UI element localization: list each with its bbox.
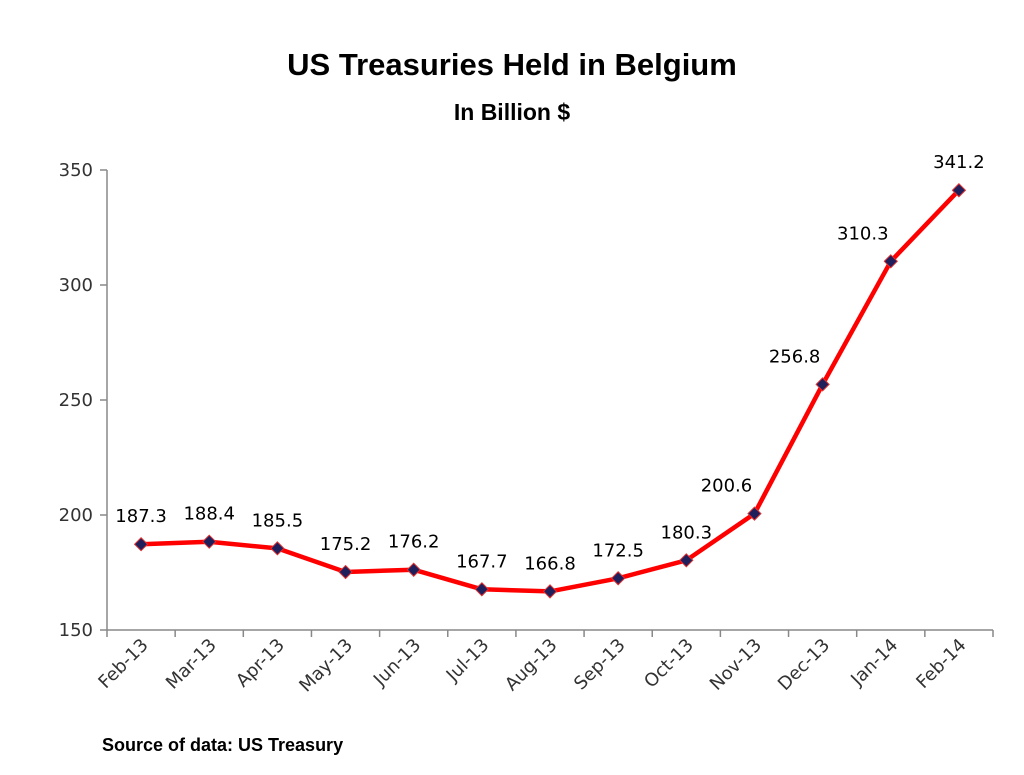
chart-subtitle: In Billion $	[453, 99, 571, 125]
y-tick-label: 350	[59, 160, 93, 181]
data-label: 200.6	[701, 476, 753, 497]
x-tick-label: Apr-13	[232, 635, 289, 692]
x-tick-label: Mar-13	[162, 635, 221, 694]
x-tick-label: Jan-14	[846, 635, 902, 691]
y-axis: 150 200 250 300 350	[59, 160, 108, 641]
data-label: 310.3	[837, 223, 889, 244]
data-label: 188.4	[183, 504, 235, 525]
x-tick-label: May-13	[295, 635, 357, 697]
data-marker	[747, 506, 762, 521]
x-tick-label: Jul-13	[442, 635, 494, 687]
data-labels: 187.3 188.4 185.5 175.2 176.2 167.7 166.8 172.5…	[115, 152, 984, 574]
y-ticks: 150 200 250 300 350	[59, 160, 107, 641]
data-label: 176.2	[388, 532, 440, 553]
data-label: 167.7	[456, 551, 508, 572]
y-tick-label: 250	[59, 390, 93, 411]
x-tick-label: Oct-13	[640, 635, 698, 693]
data-label: 175.2	[320, 534, 372, 555]
data-marker	[406, 562, 421, 577]
x-tick-label: Nov-13	[706, 635, 766, 695]
x-tick-label: Feb-13	[94, 635, 152, 693]
data-label: 166.8	[524, 553, 576, 574]
source-note: Source of data: US Treasury	[102, 735, 344, 755]
data-label: 341.2	[933, 152, 985, 173]
data-marker	[338, 564, 353, 580]
data-label: 180.3	[661, 522, 713, 543]
x-tick-label: Aug-13	[501, 635, 561, 695]
data-marker	[542, 584, 558, 599]
data-marker	[679, 553, 694, 568]
y-tick-label: 150	[59, 620, 93, 641]
data-marker	[133, 537, 149, 552]
x-axis: Feb-13 Mar-13 Apr-13 May-13 Jun-13 Jul-13 Aug-…	[94, 629, 994, 697]
x-ticks: Feb-13 Mar-13 Apr-13 May-13 Jun-13 Jul-13 Aug-…	[94, 630, 994, 697]
x-tick-label: Sep-13	[570, 635, 630, 695]
data-label: 185.5	[252, 510, 304, 531]
data-label: 256.8	[769, 346, 821, 367]
data-marker	[610, 571, 626, 586]
data-marker	[883, 254, 898, 269]
data-marker	[202, 534, 217, 549]
data-marker	[951, 183, 967, 198]
x-tick-label: Feb-14	[912, 635, 970, 693]
data-markers	[133, 183, 967, 599]
y-tick-label: 200	[59, 505, 93, 526]
x-tick-label: Dec-13	[774, 635, 834, 695]
y-tick-label: 300	[59, 275, 93, 296]
data-marker	[474, 582, 490, 597]
data-label: 187.3	[115, 506, 167, 527]
data-label: 172.5	[592, 540, 644, 561]
x-tick-label: Jun-13	[369, 635, 425, 691]
data-marker	[270, 541, 285, 556]
data-marker	[815, 377, 830, 392]
chart-title: US Treasuries Held in Belgium	[287, 47, 737, 82]
